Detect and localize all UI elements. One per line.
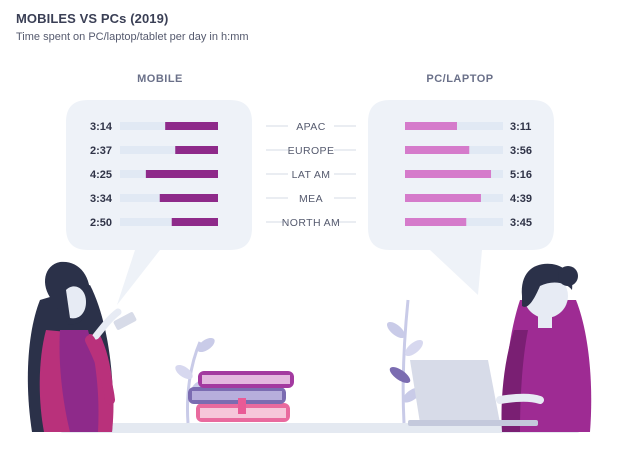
category-label: MEA	[299, 193, 323, 205]
mobile-bar	[171, 218, 218, 226]
plant-illustration	[386, 299, 424, 424]
category-label: APAC	[296, 121, 325, 133]
chart-row: NORTH AM 2:50 3:45	[90, 217, 532, 229]
mobile-value-label: 2:50	[90, 217, 112, 229]
mobile-bar	[175, 146, 218, 154]
pc-bar	[405, 194, 481, 202]
pc-value-label: 3:11	[510, 121, 531, 133]
mobile-value-label: 4:25	[90, 169, 112, 181]
chart-row: LAT AM 4:25 5:16	[90, 169, 532, 181]
region-connector-lines	[266, 125, 356, 223]
pc-column-header: PC/LAPTOP	[426, 73, 493, 85]
mobile-column-header: MOBILE	[137, 73, 183, 85]
mobile-bar	[159, 194, 218, 202]
mobile-value-label: 2:37	[90, 145, 112, 157]
chart-title: MOBILES VS PCs (2019)	[16, 11, 169, 26]
books-illustration	[175, 337, 294, 424]
pc-value-label: 3:45	[510, 217, 532, 229]
mobile-user-illustration	[27, 261, 137, 432]
pc-value-label: 3:56	[510, 145, 532, 157]
pc-bar	[405, 146, 470, 154]
mobile-bar	[165, 122, 218, 130]
chart-row: EUROPE 2:37 3:56	[90, 145, 532, 157]
mobile-bar-track	[120, 146, 218, 154]
chart-row: MEA 3:34 4:39	[90, 193, 532, 205]
chart-row: APAC 3:14 3:11	[90, 121, 531, 133]
mobile-bar	[145, 170, 218, 178]
pc-bar	[405, 122, 457, 130]
chart-subtitle: Time spent on PC/laptop/tablet per day i…	[16, 31, 249, 43]
category-label: NORTH AM	[282, 217, 340, 229]
chart-rows: APAC 3:14 3:11 EUROPE 2:37 3:56 LAT AM 4:25 5:16…	[90, 121, 532, 229]
category-label: LAT AM	[292, 169, 331, 181]
pc-bar	[405, 170, 492, 178]
pc-value-label: 5:16	[510, 169, 532, 181]
pc-bar	[405, 218, 467, 226]
mobile-value-label: 3:34	[90, 193, 113, 205]
mobile-bar-track	[120, 218, 218, 226]
category-label: EUROPE	[288, 145, 335, 157]
mobile-value-label: 3:14	[90, 121, 113, 133]
laptop-user-illustration	[408, 263, 592, 432]
pc-value-label: 4:39	[510, 193, 532, 205]
